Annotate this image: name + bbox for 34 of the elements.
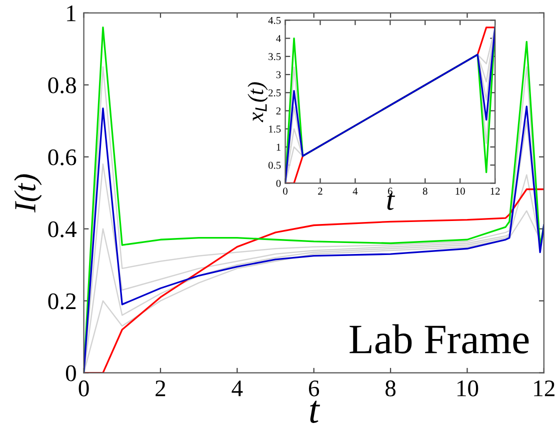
y-tick-label: 0.5 <box>268 162 281 169</box>
y-tick-label: 3 <box>276 71 281 78</box>
x-axis-title: t <box>387 192 396 210</box>
x-tick-label: 0 <box>283 188 288 195</box>
y-tick-label: 0.2 <box>48 293 76 310</box>
y-tick-label: 0.6 <box>48 149 76 166</box>
y-tick-label: 0.4 <box>48 221 76 238</box>
y-tick-label: 2.5 <box>268 89 281 96</box>
x-tick-label: 6 <box>308 380 320 396</box>
x-axis-title: t <box>310 400 320 423</box>
x-tick-label: 2 <box>318 188 322 195</box>
x-tick-label: 0 <box>78 380 89 396</box>
y-axis-title: I(t) <box>14 174 42 212</box>
y-axis-title: x$_{L}$(t) <box>248 82 268 122</box>
y-tick-label: 0.8 <box>48 77 76 94</box>
y-tick-label: 1 <box>276 144 280 151</box>
y-tick-label: 1.5 <box>269 126 281 133</box>
x-tick-label: 4 <box>232 380 243 396</box>
y-tick-label: 2 <box>276 107 281 114</box>
y-tick-label: 0 <box>66 365 76 382</box>
x-tick-label: 8 <box>422 188 428 195</box>
y-tick-label: 1 <box>67 6 76 22</box>
y-tick-label: 0 <box>276 180 281 187</box>
y-tick-label: 4.5 <box>268 16 281 24</box>
x-tick-label: 10 <box>456 188 465 195</box>
y-tick-label: 3.5 <box>268 53 281 60</box>
annotation: Lab Frame <box>350 324 529 354</box>
x-tick-label: 10 <box>457 380 478 396</box>
y-tick-label: 4 <box>276 35 281 42</box>
x-tick-label: 8 <box>386 380 396 396</box>
x-tick-label: 4 <box>352 188 358 195</box>
x-tick-label: 12 <box>490 188 500 195</box>
x-tick-label: 2 <box>156 380 166 396</box>
x-tick-label: 12 <box>534 380 554 396</box>
